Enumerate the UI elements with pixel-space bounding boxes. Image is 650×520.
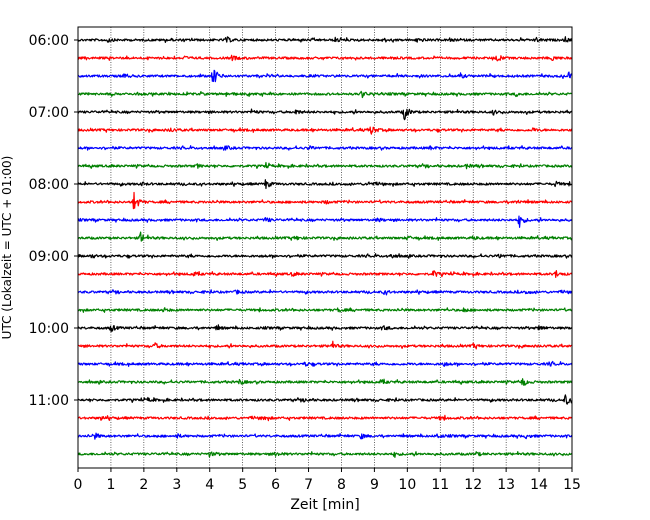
x-axis: 0 1 2 3 4 5 6 7 8 9 10 11 12 13 14 15 bbox=[74, 468, 581, 493]
x-gridlines bbox=[110, 27, 540, 468]
x-tick-label: 5 bbox=[238, 477, 247, 493]
trace-0615 bbox=[77, 54, 573, 62]
plot-frame bbox=[77, 26, 573, 469]
y-axis: 06:00 07:00 08:00 09:00 10:00 11:00 bbox=[29, 33, 78, 409]
trace-1015 bbox=[77, 340, 573, 350]
trace-0945 bbox=[77, 307, 573, 313]
x-tick-label: 1 bbox=[106, 477, 115, 493]
y-tick-label: 09:00 bbox=[29, 249, 69, 265]
x-tick-label: 11 bbox=[431, 477, 449, 493]
x-tick-label: 10 bbox=[398, 477, 416, 493]
trace-0815 bbox=[77, 191, 573, 210]
y-tick-label: 06:00 bbox=[29, 33, 69, 49]
trace-0830 bbox=[77, 215, 573, 228]
x-tick-label: 2 bbox=[139, 477, 148, 493]
trace-0700 bbox=[77, 108, 573, 121]
trace-0645 bbox=[77, 90, 573, 99]
trace-0845 bbox=[77, 231, 573, 242]
y-tick-label: 10:00 bbox=[29, 321, 69, 337]
trace-1130 bbox=[77, 432, 573, 440]
trace-1000 bbox=[77, 324, 573, 333]
trace-1100 bbox=[77, 394, 573, 405]
trace-0915 bbox=[77, 270, 573, 279]
x-tick-label: 13 bbox=[497, 477, 515, 493]
x-tick-label: 6 bbox=[271, 477, 280, 493]
y-tick-label: 11:00 bbox=[29, 393, 69, 409]
trace-1030 bbox=[77, 360, 573, 367]
trace-0630 bbox=[77, 69, 573, 83]
trace-0745 bbox=[77, 161, 573, 170]
trace-1145 bbox=[77, 451, 573, 458]
trace-0600 bbox=[77, 36, 573, 43]
trace-0930 bbox=[77, 289, 573, 296]
x-tick-label: 9 bbox=[370, 477, 379, 493]
y-tick-label: 07:00 bbox=[29, 105, 69, 121]
trace-0730 bbox=[77, 145, 573, 151]
traces bbox=[77, 36, 573, 458]
x-tick-label: 3 bbox=[172, 477, 181, 493]
y-axis-label: UTC (Lokalzeit = UTC + 01:00) bbox=[0, 156, 14, 340]
x-tick-label: 7 bbox=[304, 477, 313, 493]
x-tick-label: 0 bbox=[74, 477, 83, 493]
x-tick-label: 4 bbox=[205, 477, 214, 493]
trace-1115 bbox=[77, 414, 573, 422]
trace-0715 bbox=[77, 126, 573, 135]
x-tick-label: 14 bbox=[530, 477, 548, 493]
x-axis-label: Zeit [min] bbox=[290, 497, 359, 513]
trace-1045 bbox=[77, 378, 573, 386]
trace-0800 bbox=[77, 179, 573, 190]
trace-0900 bbox=[77, 253, 573, 259]
x-tick-label: 12 bbox=[464, 477, 482, 493]
x-tick-label: 8 bbox=[337, 477, 346, 493]
y-tick-label: 08:00 bbox=[29, 177, 69, 193]
x-tick-label: 15 bbox=[563, 477, 581, 493]
